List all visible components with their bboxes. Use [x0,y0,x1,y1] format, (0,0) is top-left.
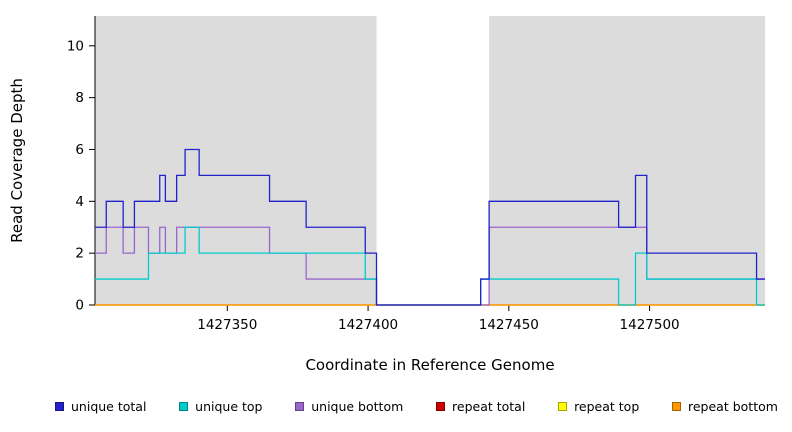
legend-item: repeat top [558,399,639,414]
legend-label: unique top [195,399,263,414]
legend-swatch-icon [179,402,189,411]
legend-item: unique top [179,399,262,414]
y-tick-label: 6 [75,142,84,158]
y-tick-label: 10 [67,38,84,54]
y-tick-label: 0 [75,298,84,314]
legend-item: unique total [55,399,146,414]
legend-label: unique bottom [311,399,404,414]
legend-label: unique total [71,399,147,414]
x-axis-label: Coordinate in Reference Genome [305,356,555,374]
legend-swatch-icon [295,402,305,411]
x-tick-label: 1427400 [338,317,398,333]
shaded-region [489,16,765,305]
y-tick-label: 2 [75,246,84,262]
legend-label: repeat top [574,399,640,414]
y-tick-label: 8 [75,90,84,106]
x-tick-label: 1427500 [620,317,680,333]
shaded-region [95,16,377,305]
legend-swatch-icon [55,402,64,411]
x-tick-label: 1427450 [479,317,539,333]
x-tick-label: 1427350 [197,317,257,333]
legend-swatch-icon [436,402,446,411]
legend-item: unique bottom [295,399,403,414]
coverage-chart: 1427350 1427400 1427450 1427500 0 2 4 6 8 10 Read … [8,16,765,333]
y-tick-label: 4 [75,194,84,210]
legend-item: repeat total [436,399,525,414]
legend: unique total unique top unique bottom repea… [0,399,792,414]
legend-swatch-icon [558,402,568,411]
series-unique-total [95,148,765,306]
legend-swatch-icon [672,402,681,411]
legend-label: repeat bottom [688,399,778,414]
y-axis-label: Read Coverage Depth [8,78,26,243]
legend-item: repeat bottom [672,399,778,414]
legend-label: repeat total [452,399,526,414]
